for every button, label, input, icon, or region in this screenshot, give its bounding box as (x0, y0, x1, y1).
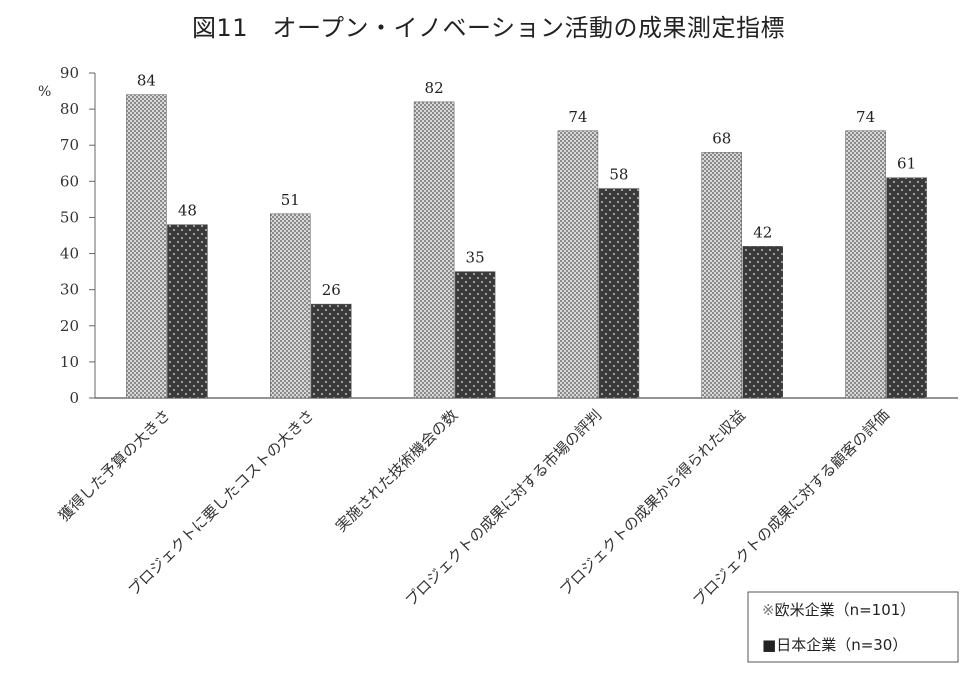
x-category-label: 獲得した予算の大きさ (55, 406, 174, 525)
bar-western (557, 130, 599, 399)
y-tick-label: 70 (60, 136, 79, 154)
y-tick-label: 50 (60, 208, 79, 226)
x-category-label: 実施された技術機会の数 (332, 406, 461, 535)
data-label-western: 84 (137, 72, 156, 90)
data-label-japan: 61 (897, 155, 916, 173)
y-tick-label: 20 (60, 317, 79, 335)
data-label-japan: 35 (466, 249, 485, 267)
y-tick-label: 80 (60, 100, 79, 118)
y-tick-label: 0 (69, 389, 79, 407)
data-label-japan: 48 (178, 202, 197, 220)
y-tick-label: 10 (60, 353, 79, 371)
bar-western (126, 94, 167, 399)
data-label-japan: 42 (753, 223, 772, 241)
chart-title: 図11 オープン・イノベーション活動の成果測定指標 (191, 14, 786, 42)
bar-japan (454, 271, 496, 399)
bars (126, 94, 927, 399)
data-label-western: 82 (425, 79, 444, 97)
bar-japan (886, 177, 927, 399)
bar-japan (598, 188, 640, 399)
bar-western (701, 152, 742, 399)
y-tick-label: 40 (60, 245, 79, 263)
legend-item-japan: ■日本企業（n=30） (762, 636, 907, 654)
data-label-western: 51 (281, 191, 300, 209)
bar-japan (311, 303, 352, 399)
legend-item-western: ※欧米企業（n=101） (762, 601, 915, 619)
data-labels: 84 48 51 26 82 35 74 58 68 42 74 61 (137, 72, 916, 299)
bar-japan (742, 246, 783, 399)
bar-western (413, 101, 455, 399)
data-label-western: 74 (856, 108, 875, 126)
y-tick-label: 60 (60, 172, 79, 190)
legend: ※欧米企業（n=101） ■日本企業（n=30） (747, 591, 959, 663)
data-label-japan: 26 (322, 281, 341, 299)
axes: 0 10 20 30 40 50 60 70 80 90% (38, 64, 958, 407)
y-axis-unit: % (38, 84, 51, 100)
y-tick-label: 90 (60, 64, 79, 82)
bar-western (270, 213, 311, 399)
data-label-japan: 58 (609, 166, 628, 184)
bar-western (845, 130, 886, 399)
data-label-western: 68 (712, 129, 731, 147)
bar-japan (167, 224, 208, 399)
data-label-western: 74 (568, 108, 587, 126)
y-tick-label: 30 (60, 281, 79, 299)
